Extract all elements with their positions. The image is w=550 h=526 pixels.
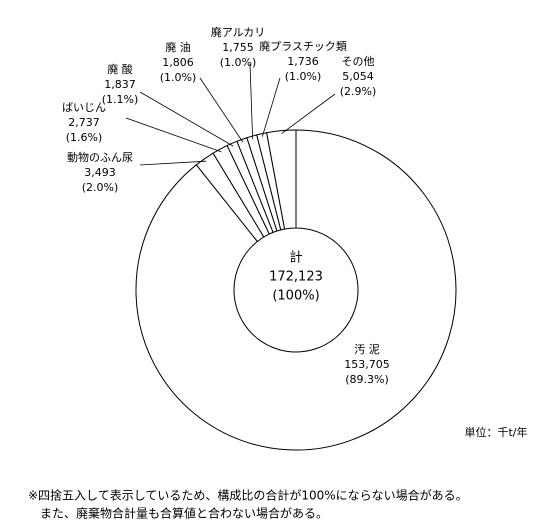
- percent-label: (2.9%): [340, 85, 377, 98]
- leader-line: [249, 63, 254, 140]
- category-label: 動物のふん尿: [67, 150, 133, 164]
- center-percent: (100%): [272, 289, 319, 304]
- leader-line: [139, 91, 234, 147]
- slice: [135, 129, 457, 451]
- leader-line: [139, 160, 207, 166]
- category-label: 廃 油: [165, 40, 191, 54]
- unit-label: 単位：千t/年: [464, 425, 527, 439]
- value-label: 5,054: [342, 70, 374, 83]
- footnote: また、廃棄物合計量も合算値と合わない場合がある。: [28, 506, 328, 521]
- value-label: 3,493: [84, 166, 116, 179]
- category-label: ばいじん: [62, 101, 106, 114]
- footnote: ※四捨五入して表示しているため、構成比の合計が100%にならない場合がある。: [28, 488, 468, 503]
- value-label: 153,705: [344, 358, 390, 371]
- category-label: 汚 泥: [354, 343, 380, 356]
- percent-label: (1.1%): [102, 93, 139, 106]
- percent-label: (89.3%): [345, 373, 389, 386]
- center-total: 172,123: [269, 270, 323, 285]
- category-label: その他: [342, 55, 375, 68]
- percent-label: (1.0%): [285, 70, 322, 83]
- value-label: 1,755: [222, 41, 254, 54]
- percent-label: (1.0%): [160, 71, 197, 84]
- leader-line: [199, 77, 244, 143]
- leader-line: [125, 117, 222, 153]
- percent-label: (2.0%): [82, 181, 119, 194]
- value-label: 1,837: [104, 78, 136, 91]
- leader-line: [261, 77, 281, 137]
- value-label: 2,737: [68, 116, 100, 129]
- center-title: 計: [289, 250, 302, 266]
- leader-line: [281, 93, 336, 134]
- slice: [266, 129, 297, 230]
- percent-label: (1.6%): [66, 131, 103, 144]
- category-label: 廃プラスチック類: [259, 39, 347, 53]
- percent-label: (1.0%): [220, 56, 257, 69]
- category-label: 廃アルカリ: [211, 25, 266, 39]
- value-label: 1,806: [162, 56, 194, 69]
- value-label: 1,736: [287, 55, 319, 68]
- category-label: 廃 酸: [107, 62, 133, 76]
